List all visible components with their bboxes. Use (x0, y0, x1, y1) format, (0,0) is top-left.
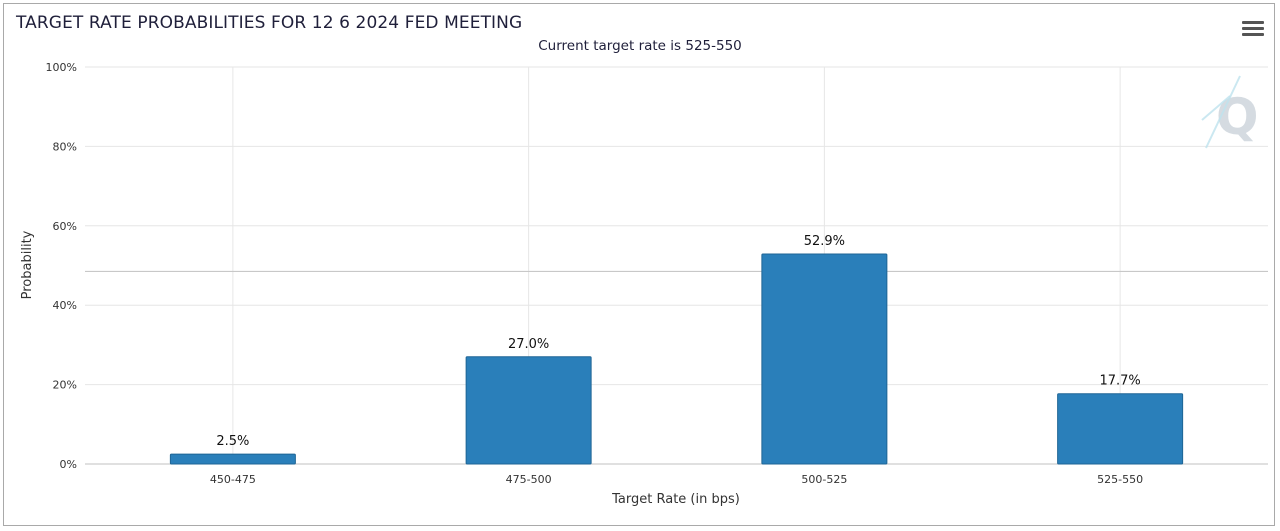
chart-frame: TARGET RATE PROBABILITIES FOR 12 6 2024 … (3, 3, 1275, 526)
hamburger-icon (1242, 21, 1264, 24)
bar-layer (169, 253, 1184, 465)
data-label: 17.7% (1099, 374, 1140, 389)
y-tick-label: 40% (53, 299, 77, 312)
x-tick-label: 475-500 (506, 473, 552, 486)
hamburger-icon (1242, 27, 1264, 30)
y-tick-label: 0% (60, 458, 77, 471)
x-axis-title: Target Rate (in bps) (611, 492, 740, 507)
y-tick-label: 100% (46, 61, 77, 74)
bar-450-475[interactable] (169, 453, 296, 465)
hamburger-icon (1242, 33, 1264, 36)
data-label: 2.5% (216, 434, 249, 449)
bar-475-500[interactable] (465, 356, 592, 465)
chart-title: TARGET RATE PROBABILITIES FOR 12 6 2024 … (16, 13, 523, 33)
svg-text:Q: Q (1216, 88, 1259, 146)
x-tick-label: 525-550 (1097, 473, 1143, 486)
data-label: 52.9% (804, 234, 845, 249)
x-tick-label: 500-525 (801, 473, 847, 486)
y-tick-label: 80% (53, 140, 77, 153)
x-tick-label: 450-475 (210, 473, 256, 486)
y-axis-title: Probability (20, 230, 35, 299)
y-tick-label: 20% (53, 379, 77, 392)
bar-500-525[interactable] (761, 253, 888, 465)
bar-525-550[interactable] (1057, 393, 1184, 465)
label-layer: 0% 20% 40% 60% 80% 100% 2.5% 450-475 27.0% 475-50… (46, 61, 1144, 486)
data-label: 27.0% (508, 337, 549, 352)
y-tick-label: 60% (53, 220, 77, 233)
q-logo-icon: Q (1201, 75, 1259, 149)
hamburger-menu-button[interactable] (1242, 21, 1264, 41)
chart-subtitle: Current target rate is 525-550 (538, 38, 742, 54)
